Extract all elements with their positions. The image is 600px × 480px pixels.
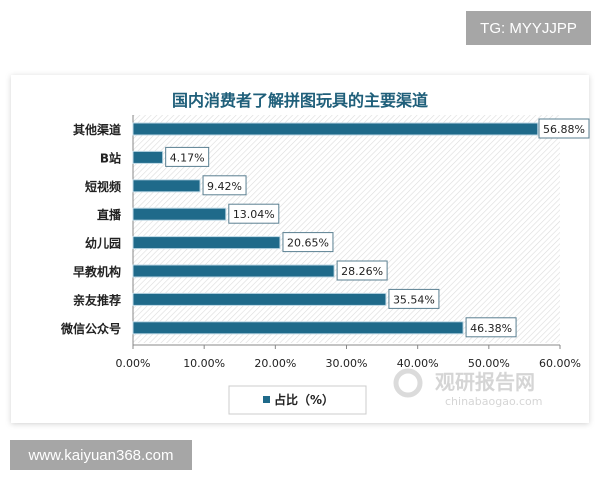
data-label-box [165,146,210,167]
bar [132,292,387,306]
category-label: 早教机构 [73,264,121,279]
bar [132,207,227,221]
legend-swatch [263,396,270,403]
bar [132,321,464,335]
category-label: 微信公众号 [60,321,121,336]
data-label-box [202,175,247,196]
chart-title: 国内消费者了解拼图玩具的主要渠道 [172,91,428,110]
watermark-site: www.kaiyuan368.com [10,440,192,470]
watermark-tg: TG: MYYJJPP [466,11,591,45]
x-tick-label: 40.00% [397,357,439,370]
data-label: 28.26% [341,265,383,278]
x-tick-label: 10.00% [183,357,225,370]
x-tick-label: 20.00% [254,357,296,370]
bar [132,236,281,250]
data-label: 35.54% [393,293,435,306]
category-label: 直播 [97,207,122,222]
data-label: 46.38% [470,322,512,335]
legend: 占比（%） [228,385,367,415]
bar [132,264,335,278]
data-label: 4.17% [170,151,205,164]
data-label-box [336,260,388,281]
data-label-box [228,203,280,224]
data-label: 20.65% [287,237,329,250]
data-label: 56.88% [543,123,585,136]
x-tick-label: 30.00% [326,357,368,370]
category-label: 幼儿园 [85,236,121,251]
category-label: 短视频 [85,179,121,194]
x-tick-label: 0.00% [116,357,151,370]
category-label: B站 [100,150,121,165]
category-label: 亲友推荐 [73,292,121,307]
data-label-box [388,288,440,309]
bar [132,179,201,193]
data-label-box [538,118,590,139]
x-tick-label: 60.00% [539,357,581,370]
data-label: 13.04% [233,208,275,221]
data-label-box [465,317,517,338]
chinabaogao-logo: 观研报告网 chinabaogao.com [393,368,543,408]
x-tick-label: 50.00% [468,357,510,370]
legend-label: 占比（%） [274,392,334,407]
logo-cn: 观研报告网 [435,370,535,394]
category-label: 其他渠道 [73,122,121,137]
bar [132,122,539,136]
data-label-box [282,232,334,253]
data-label: 9.42% [207,180,242,193]
bar [132,150,164,164]
logo-en: chinabaogao.com [445,395,543,408]
